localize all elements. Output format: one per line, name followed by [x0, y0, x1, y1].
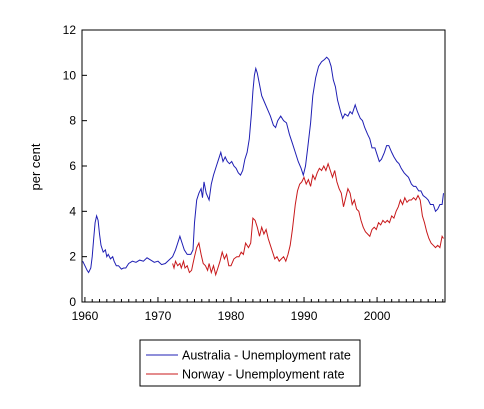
x-tick-label: 1960	[72, 309, 99, 323]
legend-label: Australia - Unemployment rate	[182, 349, 351, 363]
plot-area: 0 2 4 6 8 10 12 1960 1970 1980 1990 2000	[63, 23, 446, 323]
series-line-norway	[172, 162, 444, 277]
x-tick-label: 1990	[291, 309, 318, 323]
series-line-australia	[82, 56, 444, 274]
y-tick-label: 4	[69, 204, 76, 218]
legend: Australia - Unemployment rate Norway - Un…	[139, 339, 361, 387]
x-tick-label: 2000	[364, 309, 391, 323]
legend-label: Norway - Unemployment rate	[182, 368, 345, 382]
y-axis-label: per cent	[28, 143, 43, 190]
plot-frame	[81, 29, 446, 303]
x-tick-label: 1970	[145, 309, 172, 323]
y-tick-label: 10	[63, 68, 77, 82]
y-tick-label: 12	[63, 23, 77, 37]
y-tick-label: 2	[69, 250, 76, 264]
x-tick-label: 1980	[218, 309, 245, 323]
y-tick-label: 6	[69, 159, 76, 173]
y-tick-label: 8	[69, 114, 76, 128]
y-tick-label: 0	[69, 295, 76, 309]
legend-box	[139, 339, 361, 387]
